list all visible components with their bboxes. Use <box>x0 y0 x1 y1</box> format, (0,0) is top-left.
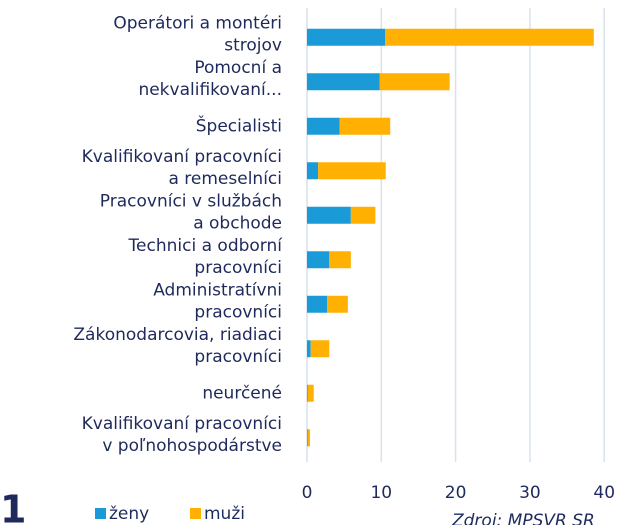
source-note: Zdroj: MPSVR SR <box>451 511 595 525</box>
bar <box>307 162 319 180</box>
y-tick-label: a obchode <box>193 213 282 233</box>
bar <box>307 117 340 135</box>
y-tick-label: Špecialisti <box>196 114 282 136</box>
bar <box>329 251 351 269</box>
bar <box>307 429 308 447</box>
bar <box>307 73 380 91</box>
legend-swatch <box>95 508 106 519</box>
bar <box>307 384 314 402</box>
legend-swatch <box>190 508 201 519</box>
x-tick-label: 40 <box>593 483 615 503</box>
figure-number: 1 <box>0 488 26 525</box>
y-tick-label: Kvalifikovaní pracovníci <box>82 147 282 167</box>
y-tick-label: nekvalifikovaní... <box>138 80 282 100</box>
y-tick-label: Operátori a montéri <box>113 13 282 33</box>
bar <box>327 295 348 313</box>
bar <box>350 206 376 224</box>
y-tick-label: neurčené <box>202 383 282 403</box>
x-tick-label: 10 <box>370 483 392 503</box>
y-tick-label: Technici a odborní <box>128 236 284 256</box>
y-tick-label: v poľnohospodárstve <box>102 436 282 456</box>
bar <box>307 251 330 269</box>
y-tick-label: Zákonodarcovia, riadiaci <box>73 325 282 345</box>
bar <box>307 384 308 402</box>
y-tick-label: Administratívni <box>153 280 282 300</box>
y-tick-label: strojov <box>224 35 282 55</box>
bar <box>307 429 310 447</box>
bar <box>379 73 450 91</box>
y-tick-label: a remeselníci <box>168 169 282 189</box>
legend-label: ženy <box>109 504 149 524</box>
bar <box>307 295 328 313</box>
y-tick-label: pracovníci <box>194 258 282 278</box>
x-tick-label: 30 <box>519 483 541 503</box>
y-tick-label: pracovníci <box>194 302 282 322</box>
y-tick-label: Pomocní a <box>194 58 282 78</box>
bar <box>307 340 311 358</box>
bar <box>310 340 330 358</box>
x-tick-label: 0 <box>302 483 313 503</box>
y-tick-label: Pracovníci v službách <box>100 191 282 211</box>
x-tick-label: 20 <box>445 483 467 503</box>
y-tick-label: Kvalifikovaní pracovníci <box>82 414 282 434</box>
bar <box>385 28 594 46</box>
legend-label: muži <box>204 504 245 524</box>
bar <box>307 28 386 46</box>
bar <box>339 117 391 135</box>
bar <box>307 206 351 224</box>
y-tick-label: pracovníci <box>194 347 282 367</box>
bar <box>318 162 386 180</box>
